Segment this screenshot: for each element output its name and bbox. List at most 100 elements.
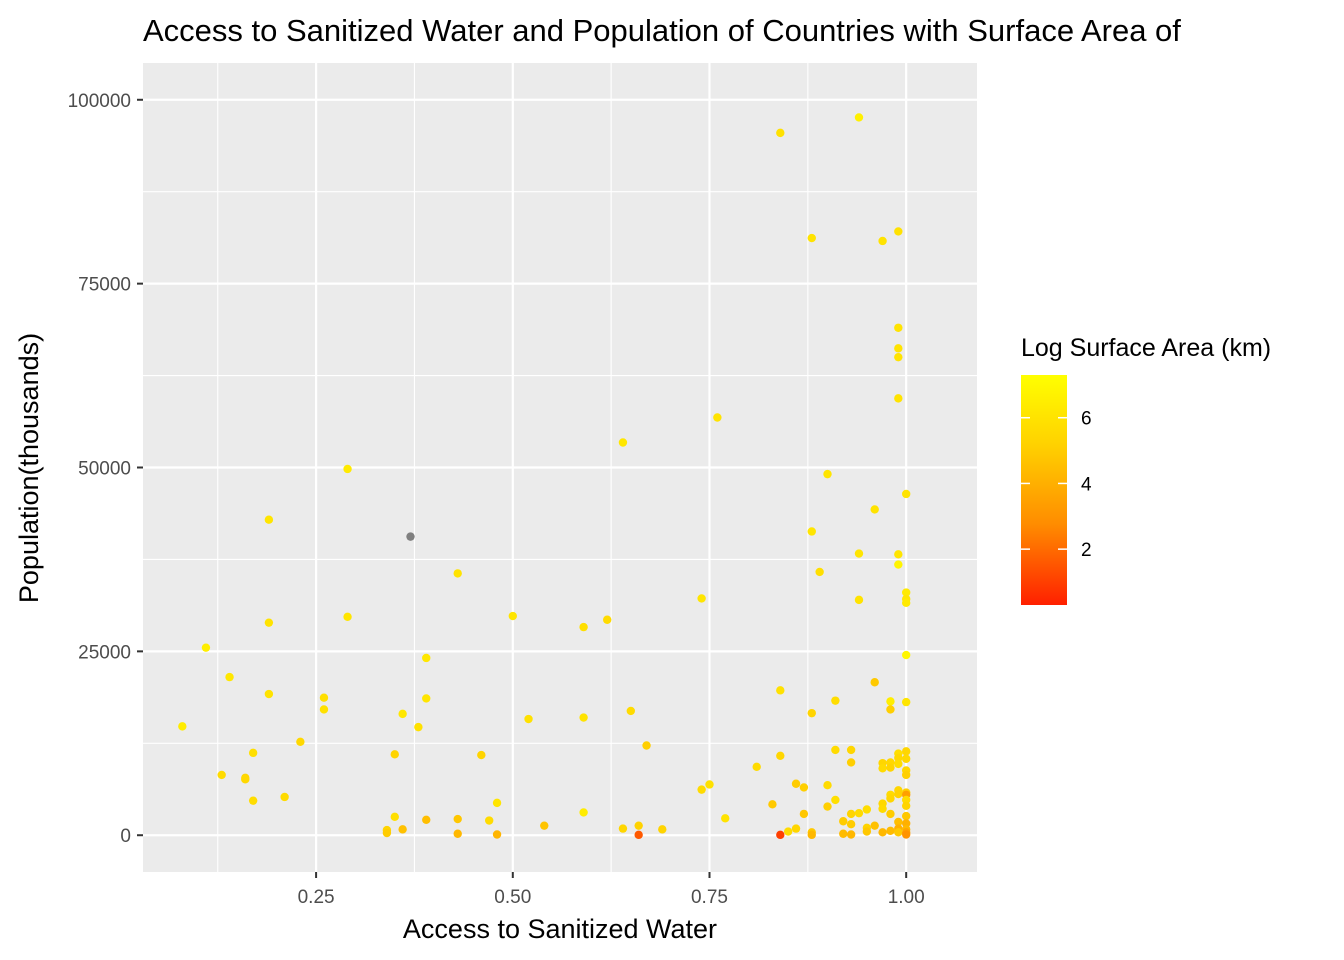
data-point <box>901 770 911 780</box>
data-point <box>603 615 612 624</box>
legend-colorbar <box>1021 375 1067 605</box>
data-point <box>225 672 234 682</box>
y-tick-label: 25000 <box>78 642 131 663</box>
data-point <box>846 830 856 839</box>
data-point <box>886 826 895 836</box>
data-point <box>705 780 714 789</box>
data-point <box>264 689 274 699</box>
data-point <box>815 567 824 577</box>
y-tick-label: 50000 <box>78 459 131 480</box>
data-point <box>878 828 887 837</box>
data-point <box>634 821 643 830</box>
data-point <box>901 697 911 707</box>
data-point <box>319 693 329 702</box>
data-point <box>618 824 628 833</box>
data-point <box>807 708 816 718</box>
data-points <box>178 113 911 840</box>
data-point <box>894 789 903 799</box>
data-point <box>886 809 895 819</box>
data-point <box>492 798 502 808</box>
data-point <box>579 713 588 722</box>
data-point <box>846 809 856 819</box>
data-point <box>579 808 588 817</box>
data-point <box>807 830 816 840</box>
data-point <box>807 527 816 536</box>
data-point <box>752 762 761 772</box>
data-point <box>799 783 809 792</box>
data-point <box>579 622 588 632</box>
data-point <box>296 737 305 747</box>
data-point <box>894 817 903 827</box>
data-point <box>791 824 801 833</box>
y-tick-label: 100000 <box>68 91 131 112</box>
data-point <box>901 754 911 763</box>
data-point <box>831 696 840 705</box>
data-point <box>878 804 887 813</box>
data-point <box>886 705 895 714</box>
data-point <box>618 438 628 447</box>
legend: Log Surface Area (km) 2 4 6 <box>1021 334 1271 605</box>
y-axis-ticks: 0 25000 50000 75000 100000 <box>68 91 143 847</box>
data-point <box>201 643 211 652</box>
data-point <box>634 830 643 840</box>
data-point <box>901 801 911 811</box>
data-point <box>721 814 730 823</box>
data-point <box>846 758 856 767</box>
x-axis-ticks: 0.25 0.50 0.75 1.00 <box>298 872 925 908</box>
data-point <box>901 811 911 821</box>
data-point <box>894 323 903 332</box>
data-point <box>398 825 407 834</box>
data-point <box>540 821 549 830</box>
data-point <box>894 759 903 769</box>
legend-tick-label: 4 <box>1081 474 1092 495</box>
data-point <box>713 413 722 422</box>
data-point <box>846 819 856 829</box>
data-point <box>422 653 431 663</box>
legend-ticks: 2 4 6 <box>1021 409 1092 561</box>
data-point <box>390 750 399 759</box>
y-tick-label: 75000 <box>78 275 131 296</box>
data-point <box>901 598 911 608</box>
data-point <box>697 785 706 794</box>
data-point <box>642 741 651 750</box>
data-point <box>492 830 502 839</box>
data-point <box>807 233 816 243</box>
data-point <box>854 595 864 605</box>
data-point <box>280 792 289 802</box>
data-point <box>870 678 879 687</box>
data-point <box>894 753 903 763</box>
data-point <box>508 611 517 621</box>
data-point <box>901 819 911 828</box>
data-point <box>382 828 392 838</box>
data-point <box>248 748 258 758</box>
data-point <box>870 821 879 830</box>
legend-tick-label: 6 <box>1081 409 1092 430</box>
data-point <box>799 809 809 819</box>
data-point <box>453 829 462 838</box>
data-point <box>264 515 274 524</box>
data-point <box>524 714 533 724</box>
data-point <box>776 128 785 138</box>
data-point <box>776 686 785 695</box>
data-point <box>901 650 911 660</box>
data-point <box>894 352 903 362</box>
data-point <box>626 706 636 716</box>
data-point <box>862 827 872 836</box>
chart-title: Access to Sanitized Water and Population… <box>143 13 1181 48</box>
data-point <box>768 800 777 809</box>
data-point <box>854 113 864 122</box>
data-point <box>894 560 903 569</box>
data-point <box>791 779 801 788</box>
data-point <box>241 775 250 784</box>
data-point <box>422 694 431 703</box>
data-point <box>823 469 832 479</box>
data-point <box>264 618 274 627</box>
data-point <box>886 763 895 772</box>
data-point <box>783 827 793 836</box>
x-axis-title: Access to Sanitized Water <box>403 914 717 944</box>
major-gridlines <box>143 63 977 872</box>
data-point <box>878 764 887 773</box>
data-point <box>477 750 486 760</box>
data-point <box>901 747 911 756</box>
